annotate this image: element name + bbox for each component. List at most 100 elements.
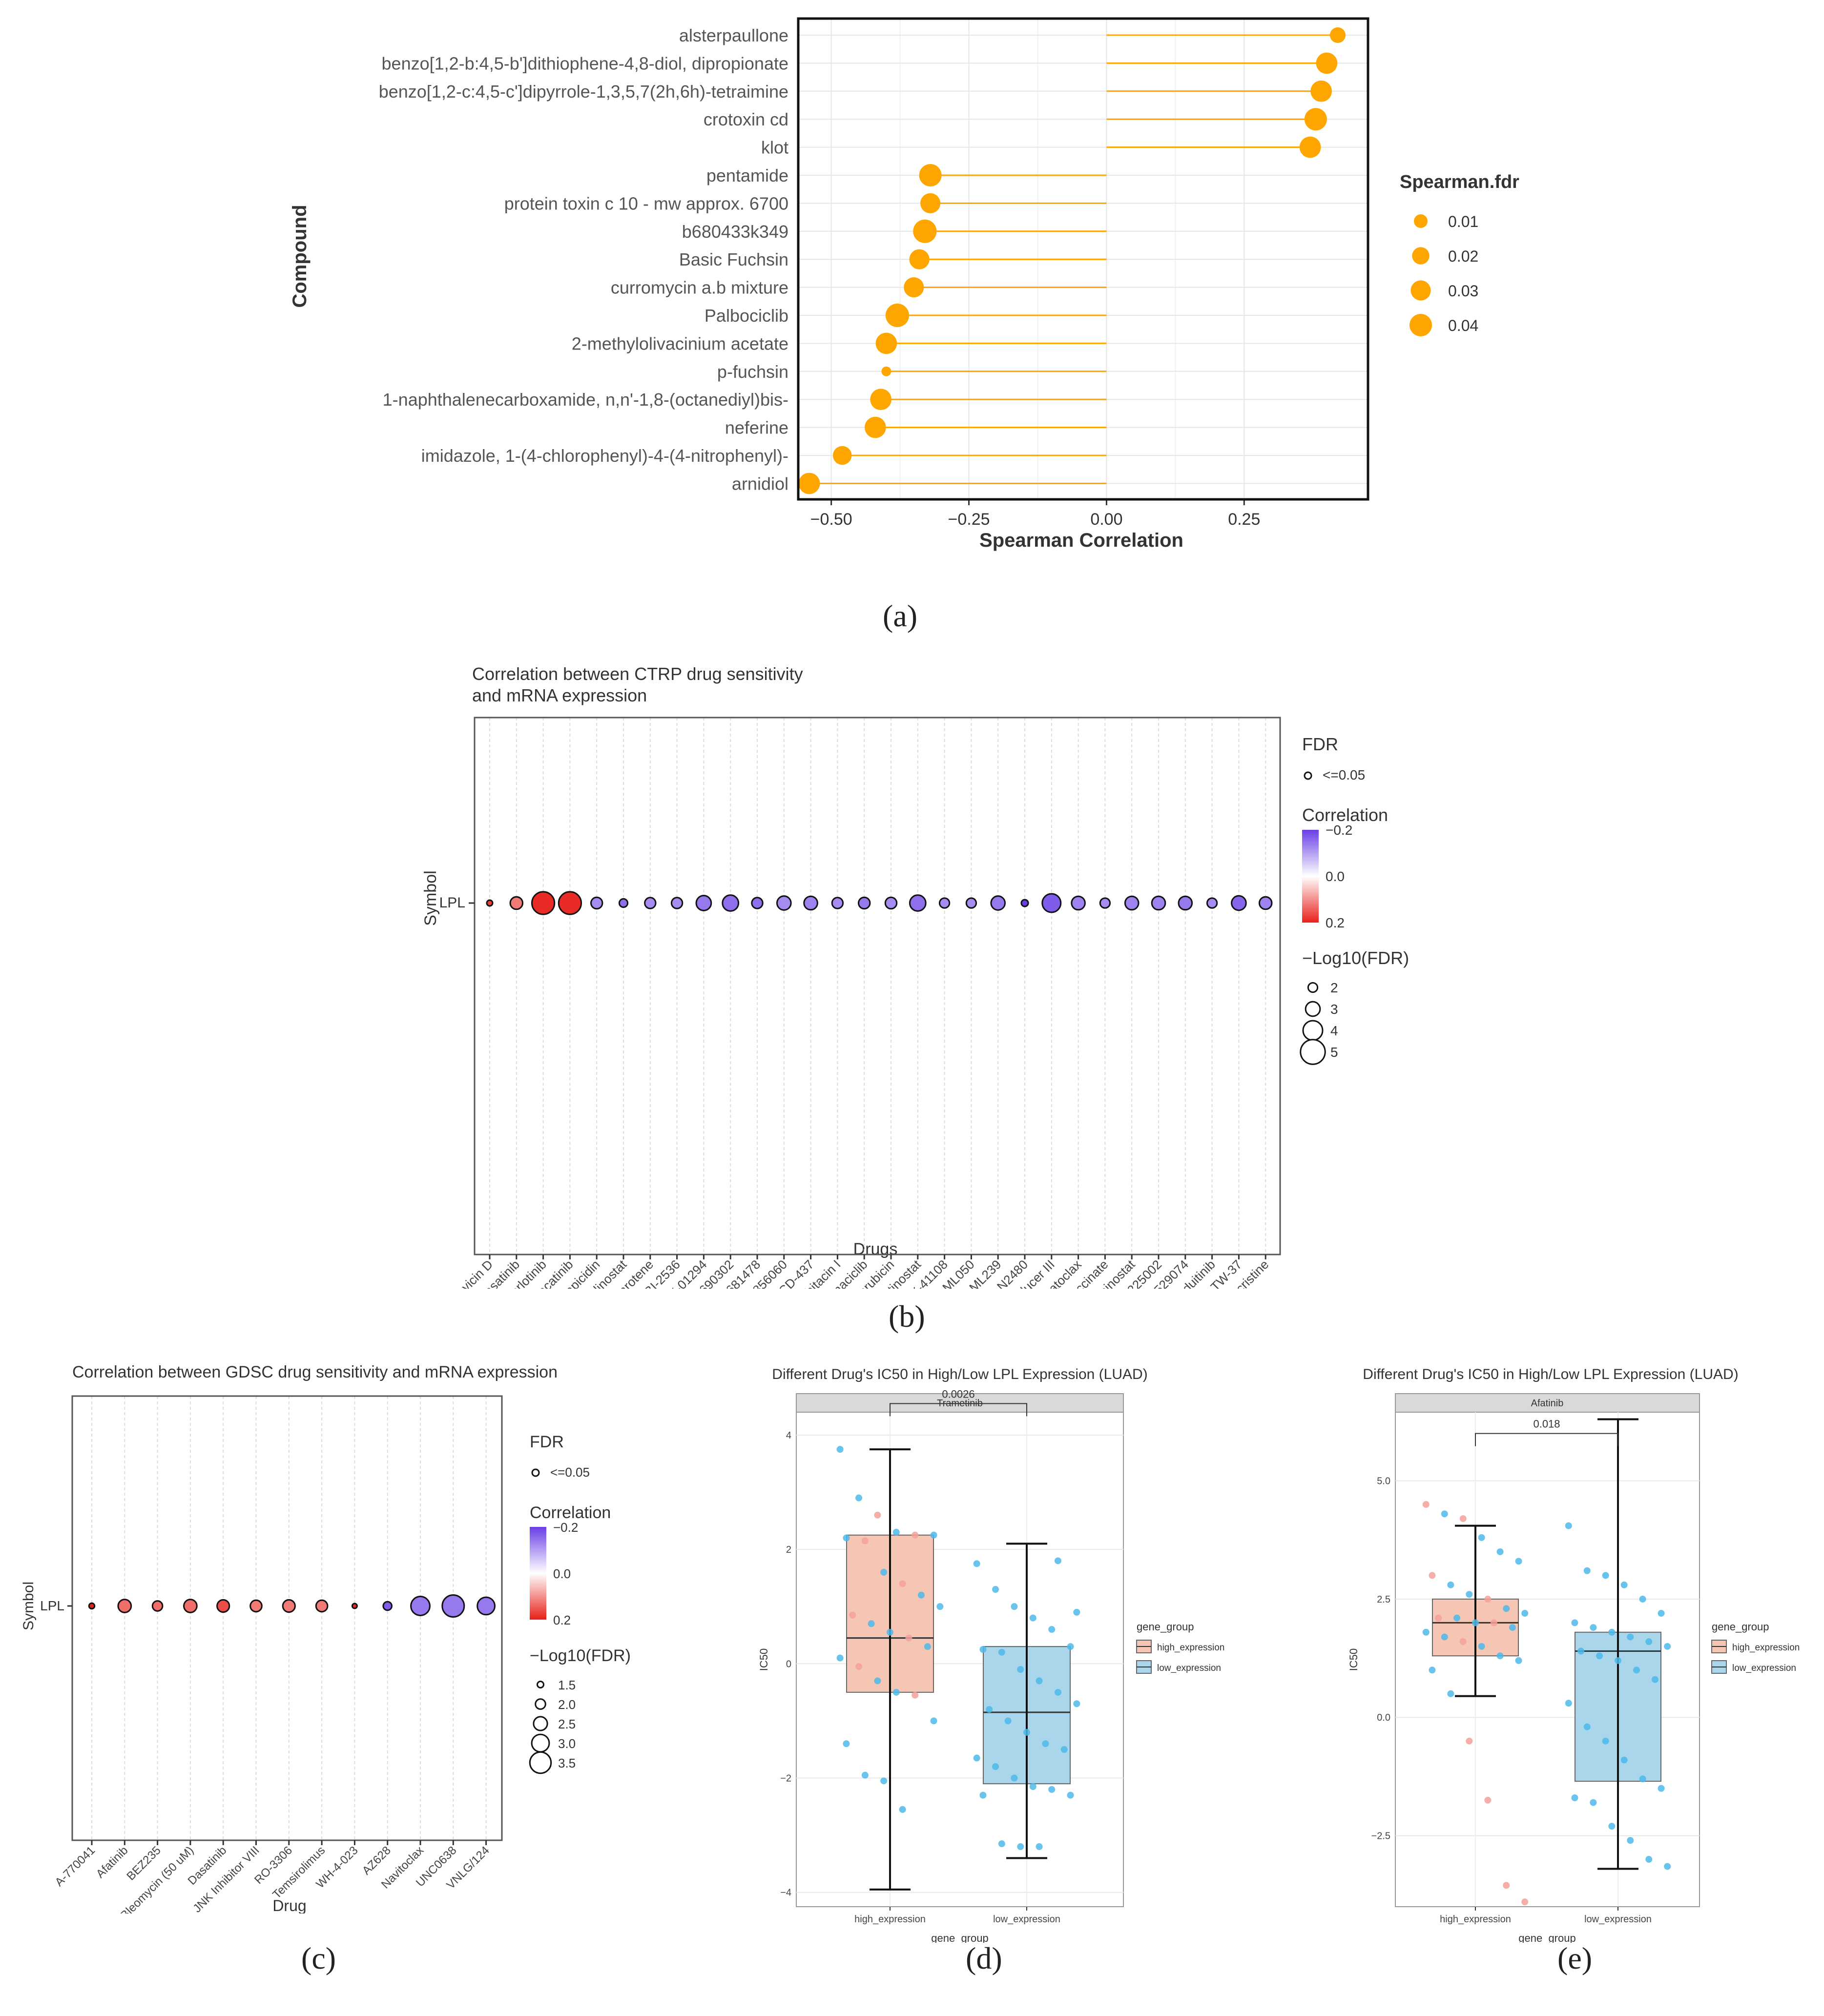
lollipop-point xyxy=(1304,108,1327,131)
bubble xyxy=(183,1599,198,1613)
compound-label: b680433k349 xyxy=(682,222,788,242)
lollipop-point xyxy=(881,366,891,376)
data-point xyxy=(1521,1609,1529,1617)
data-point xyxy=(1036,1677,1043,1685)
data-point xyxy=(1466,1737,1473,1745)
data-point xyxy=(1060,1746,1068,1753)
bubble xyxy=(282,1599,296,1613)
data-point xyxy=(887,1628,893,1636)
xtick-label-e: low_expression xyxy=(1584,1914,1652,1925)
data-point xyxy=(1633,1666,1640,1674)
legend-size-point-c xyxy=(531,1733,550,1753)
ytick-label-d: −4 xyxy=(780,1888,791,1898)
lollipop-point xyxy=(920,193,941,213)
data-point xyxy=(905,1634,912,1642)
data-point xyxy=(924,1643,931,1650)
xlabel-c: Drug xyxy=(272,1897,306,1913)
plot-border-b xyxy=(474,717,1281,1255)
bubble xyxy=(1231,895,1247,911)
data-point xyxy=(1429,1666,1436,1674)
data-point xyxy=(1073,1700,1080,1707)
bubble xyxy=(803,895,818,911)
data-point xyxy=(868,1620,875,1627)
bubble xyxy=(1178,895,1193,911)
data-point xyxy=(1017,1666,1024,1673)
data-point xyxy=(1645,1638,1653,1646)
data-point xyxy=(861,1771,869,1779)
legend-size-point-c xyxy=(536,1680,545,1689)
data-point xyxy=(1615,1657,1621,1664)
data-point xyxy=(1478,1643,1485,1650)
bubble xyxy=(965,897,977,909)
bubble xyxy=(441,1594,465,1618)
data-point xyxy=(1627,1837,1634,1844)
data-point xyxy=(1651,1676,1658,1683)
data-point xyxy=(1067,1643,1074,1650)
row-label-b: LPL xyxy=(439,895,465,911)
data-point xyxy=(1484,1796,1492,1804)
data-point xyxy=(1004,1717,1012,1725)
data-point xyxy=(1054,1557,1061,1564)
legend-fdr-point-c xyxy=(531,1468,540,1477)
legend-size-label-c: 1.5 xyxy=(558,1678,576,1692)
ylabel-a: Compound xyxy=(289,205,311,308)
data-point xyxy=(1596,1652,1603,1660)
legend-size-label-b: 5 xyxy=(1330,1045,1338,1060)
data-point xyxy=(930,1531,937,1539)
bubble xyxy=(884,896,898,910)
data-point xyxy=(1515,1657,1522,1664)
data-point xyxy=(880,1568,888,1576)
legend-corr-tick-b: 0.0 xyxy=(1326,869,1345,884)
bubble xyxy=(410,1596,431,1616)
bubble xyxy=(670,897,684,909)
compound-label: p-fuchsin xyxy=(717,362,788,382)
bubble xyxy=(486,899,494,907)
data-point xyxy=(912,1531,919,1539)
panel-label-a: (a) xyxy=(883,598,918,633)
data-point xyxy=(899,1806,906,1813)
legend-size-point-b xyxy=(1307,982,1319,993)
data-point xyxy=(986,1706,993,1713)
bubble xyxy=(1071,895,1086,911)
bubble xyxy=(1124,895,1140,911)
data-point xyxy=(1466,1591,1473,1598)
lollipop-point xyxy=(909,249,930,269)
legend-fdr-point-b xyxy=(1304,771,1312,780)
legend-corr-tick-b: −0.2 xyxy=(1326,823,1352,838)
data-point xyxy=(1658,1785,1665,1792)
data-point xyxy=(1565,1700,1572,1707)
lollipop-point xyxy=(870,389,891,411)
lollipop-point xyxy=(1299,136,1321,158)
legend-title-d: gene_group xyxy=(1137,1621,1194,1633)
bubble xyxy=(776,895,792,911)
data-point xyxy=(1583,1567,1591,1574)
data-point xyxy=(1515,1558,1522,1565)
ytick-label-e: 5.0 xyxy=(1377,1476,1390,1487)
data-point xyxy=(843,1740,850,1748)
data-point xyxy=(1048,1626,1056,1633)
xtick-label-a: 0.25 xyxy=(1228,510,1260,529)
data-point xyxy=(912,1691,919,1699)
data-point xyxy=(1453,1614,1461,1622)
legend-size-label-b: 2 xyxy=(1330,980,1338,995)
ylabel-c: Symbol xyxy=(21,1582,37,1630)
chart-c: Correlation between GDSC drug sensitivit… xyxy=(21,1363,631,1913)
xtick-label-d: high_expression xyxy=(854,1914,926,1925)
legend-corr-tick-c: 0.2 xyxy=(553,1613,571,1627)
lollipop-point xyxy=(904,277,924,298)
title-d: Different Drug's IC50 in High/Low LPL Ex… xyxy=(772,1366,1147,1382)
plot-border-d xyxy=(796,1412,1124,1907)
data-point xyxy=(874,1677,881,1685)
compound-label: alsterpaullone xyxy=(679,25,788,45)
bubble xyxy=(1151,895,1166,911)
data-point xyxy=(1521,1898,1529,1906)
data-point xyxy=(1029,1783,1036,1790)
ytick-label-e: −2.5 xyxy=(1371,1831,1390,1842)
lollipop-point xyxy=(832,446,852,465)
bubble xyxy=(315,1599,329,1613)
ytick-label-e: 2.5 xyxy=(1377,1594,1390,1605)
data-point xyxy=(1422,1501,1430,1508)
compound-label: Basic Fuchsin xyxy=(679,249,788,269)
data-point xyxy=(880,1777,888,1785)
legend-size-label-c: 3.0 xyxy=(558,1736,576,1751)
